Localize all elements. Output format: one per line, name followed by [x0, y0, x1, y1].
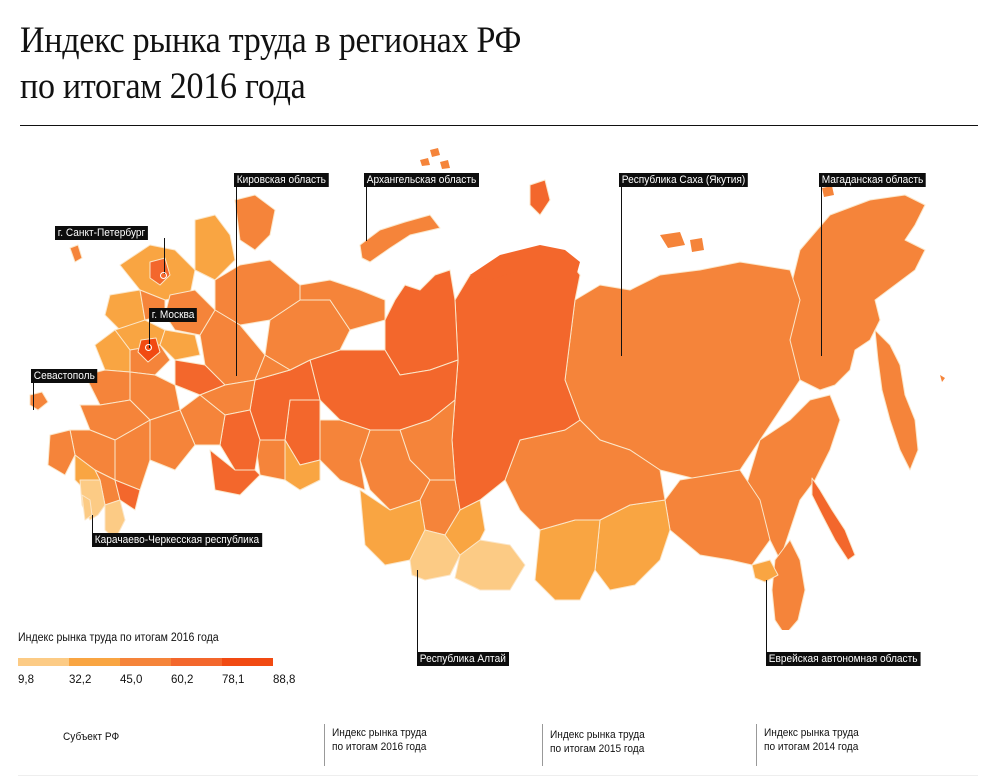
region-yaroslavl	[159, 329, 201, 361]
region-jewish-ao	[751, 559, 779, 583]
region-astrakhan	[114, 479, 141, 511]
callout-altai: Республика Алтай	[417, 652, 509, 666]
legend-tick: 9,8	[18, 674, 34, 686]
column-header-2015-line1: Индекс рынка труда	[550, 729, 645, 741]
callout-jewish-ao: Еврейская автономная область	[766, 652, 921, 666]
legend-swatch-1	[18, 658, 69, 666]
franz-josef-land	[420, 148, 450, 169]
altai-leader	[417, 570, 418, 656]
wrangel-island	[822, 186, 834, 197]
column-header-2015-line2: по итогам 2015 года	[550, 743, 645, 755]
table-header: Субъект РФ Индекс рынка труда по итогам …	[0, 718, 995, 768]
kuril-islands	[940, 375, 945, 382]
column-header-2014: Индекс рынка труда по итогам 2014 года	[764, 726, 859, 754]
callout-yakutia: Республика Саха (Якутия)	[619, 173, 749, 187]
callout-sevastopol: Севастополь	[31, 369, 98, 383]
taymyr-peninsula	[470, 245, 580, 280]
region-kurgan	[284, 439, 321, 491]
region-murmansk	[234, 194, 276, 251]
moscow-marker	[145, 344, 152, 351]
region-nenets	[299, 279, 386, 331]
legend-swatch-2	[69, 658, 120, 666]
column-header-2014-line1: Индекс рынка труда	[764, 727, 859, 739]
column-header-2014-line2: по итогам 2014 года	[764, 741, 859, 753]
title-line-1: Индекс рынка труда в регионах РФ	[20, 20, 522, 61]
kchr-leader	[92, 515, 93, 537]
region-buryatia	[534, 519, 601, 601]
table-bottom-divider	[18, 775, 978, 776]
region-dagestan	[104, 499, 126, 541]
spb-marker	[160, 272, 167, 279]
legend-ticks: 9,8 32,2 45,0 60,2 78,1 88,8	[18, 674, 308, 688]
region-tuva	[454, 539, 526, 591]
region-altai-republic	[409, 529, 461, 581]
region-novaya-zemlya	[359, 214, 441, 263]
title-line-2: по итогам 2016 года	[20, 66, 306, 107]
sevastopol-leader	[33, 382, 34, 410]
legend-tick: 88,8	[273, 674, 296, 686]
callout-kchr: Карачаево-Черкесская республика	[92, 533, 262, 547]
region-crimea	[29, 391, 49, 411]
moscow-leader	[149, 320, 150, 348]
region-severnaya-zemlya	[529, 179, 551, 216]
spb-leader	[164, 238, 165, 274]
page-title: Индекс рынка труда в регионах РФ по итог…	[20, 18, 521, 110]
column-header-2016-line1: Индекс рынка труда	[332, 727, 427, 739]
column-header-2016: Индекс рынка труда по итогам 2016 года	[332, 726, 427, 754]
column-header-2015: Индекс рынка труда по итогам 2015 года	[550, 728, 645, 756]
column-header-subject: Субъект РФ	[63, 731, 120, 743]
jewish-ao-leader	[766, 580, 767, 656]
callout-arkhangelsk: Архангельская область	[364, 173, 479, 187]
column-divider	[324, 724, 325, 766]
region-irkutsk	[504, 419, 666, 531]
region-smolensk	[94, 329, 131, 373]
legend-tick: 45,0	[120, 674, 143, 686]
legend-swatch-3	[120, 658, 171, 666]
legend-swatch-4	[171, 658, 222, 666]
region-khakassia	[444, 499, 486, 556]
region-kaliningrad	[69, 244, 83, 263]
region-sakhalin	[811, 477, 856, 561]
callout-magadan: Магаданская область	[819, 173, 927, 187]
column-divider	[756, 724, 757, 766]
column-divider	[542, 724, 543, 766]
legend-tick: 32,2	[69, 674, 92, 686]
magadan-leader	[821, 186, 822, 356]
legend-color-scale	[18, 658, 273, 666]
region-omsk	[319, 419, 371, 491]
callout-kirov: Кировская область	[234, 173, 329, 187]
region-orenburg	[209, 449, 261, 496]
legend-swatch-5	[222, 658, 273, 666]
legend-title: Индекс рынка труда по итогам 2016 года	[18, 632, 219, 644]
callout-moscow: г. Москва	[149, 308, 198, 322]
arkhangelsk-leader	[366, 186, 367, 241]
region-kamchatka	[874, 329, 919, 471]
legend-tick: 78,1	[222, 674, 245, 686]
legend-tick: 60,2	[171, 674, 194, 686]
region-primorye	[771, 539, 806, 630]
region-perm	[254, 354, 291, 381]
kirov-leader	[236, 186, 237, 376]
novosibirsk-islands	[660, 232, 704, 252]
region-yamal	[384, 269, 459, 376]
column-header-2016-line2: по итогам 2016 года	[332, 741, 427, 753]
region-karelia	[194, 214, 236, 281]
russia-choropleth-map	[29, 148, 945, 630]
callout-spb: г. Санкт-Петербург	[55, 226, 148, 240]
yakutia-leader	[621, 186, 622, 356]
title-divider	[20, 125, 978, 126]
region-far-east	[789, 194, 926, 391]
region-krasnodar	[47, 429, 76, 476]
